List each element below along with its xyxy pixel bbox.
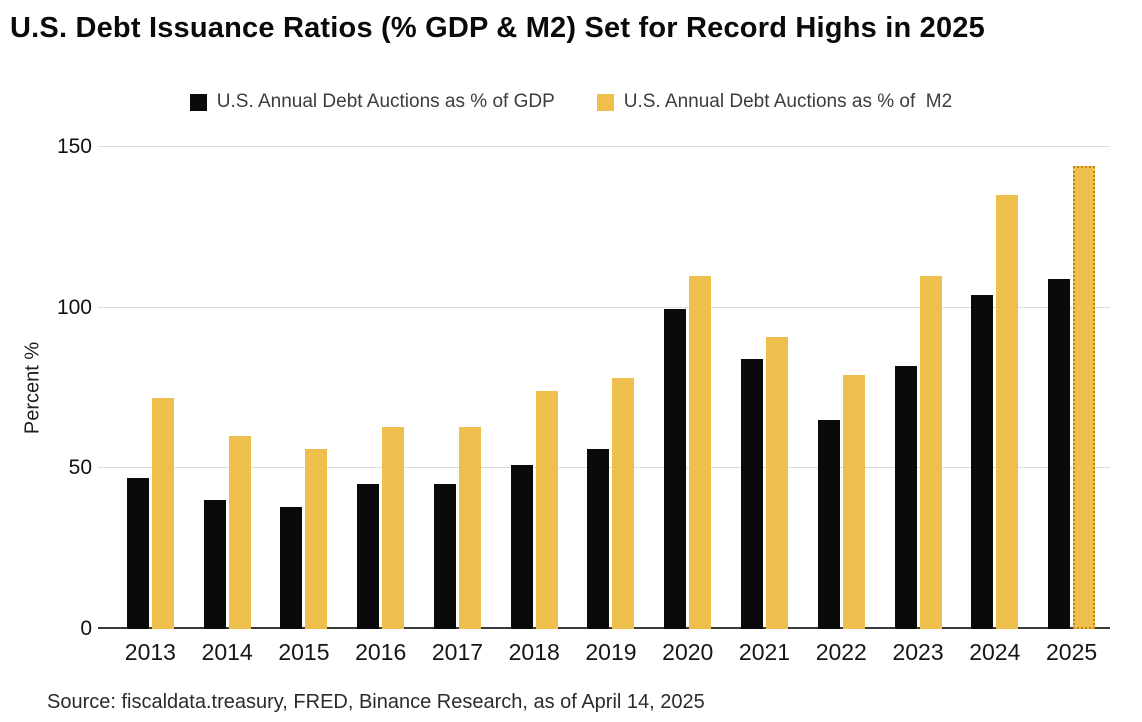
bar-gdp-2022 <box>817 420 840 629</box>
bar-gdp-2020 <box>664 309 687 629</box>
gridline-150 <box>98 146 1110 147</box>
bar-m2-2013 <box>151 397 174 629</box>
y-tick-label-100: 100 <box>56 295 92 319</box>
x-axis-label-2015: 2015 <box>278 639 330 665</box>
bar-m2-2023 <box>919 275 942 629</box>
y-axis-ticks: 0 50 100 150 <box>0 135 98 640</box>
bar-group-2021 <box>726 147 803 629</box>
bar-gdp-2016 <box>357 484 380 629</box>
x-axis-label-2020: 2020 <box>662 639 714 665</box>
source-note: Source: fiscaldata.treasury, FRED, Binan… <box>47 691 705 713</box>
bar-m2-2017 <box>458 426 481 629</box>
x-axis-label-2013: 2013 <box>124 639 176 665</box>
x-axis-label-2014: 2014 <box>201 639 253 665</box>
legend-label-m2: U.S. Annual Debt Auctions as % of M2 <box>623 91 953 112</box>
bar-gdp-2023 <box>894 365 917 629</box>
legend: U.S. Annual Debt Auctions as % of GDP U.… <box>0 91 1142 113</box>
x-axis-label-2016: 2016 <box>355 639 407 665</box>
bar-m2-2022 <box>842 375 865 629</box>
x-axis-label-2022: 2022 <box>815 639 867 665</box>
bar-group-2024 <box>956 147 1033 629</box>
bar-gdp-2021 <box>741 359 763 629</box>
bar-group-2018 <box>496 147 573 629</box>
bar-group-2013 <box>112 147 189 629</box>
y-tick-label-0: 0 <box>80 617 92 640</box>
bar-m2-2024 <box>996 195 1019 629</box>
bar-m2-2019 <box>612 378 635 629</box>
bar-m2-2014 <box>228 436 251 629</box>
bar-gdp-2018 <box>510 465 533 629</box>
legend-swatch-m2 <box>596 93 614 111</box>
bar-group-2015 <box>266 147 343 629</box>
bars-container <box>112 147 1110 629</box>
x-axis-label-2025: 2025 <box>1045 639 1098 665</box>
legend-swatch-gdp <box>189 93 207 111</box>
bar-m2-2021 <box>766 336 788 629</box>
bar-gdp-2015 <box>280 506 303 629</box>
bar-gdp-2024 <box>971 294 994 629</box>
bar-group-2025 <box>1033 147 1110 629</box>
legend-item-gdp: U.S. Annual Debt Auctions as % of GDP <box>189 91 555 113</box>
bar-group-2020 <box>649 147 726 629</box>
bar-group-2016 <box>342 147 419 629</box>
bar-group-2022 <box>803 147 880 629</box>
bar-group-2017 <box>419 147 496 629</box>
bar-m2-2020 <box>689 275 712 629</box>
bar-m2-2018 <box>535 391 558 629</box>
bar-m2-2015 <box>305 449 328 629</box>
gridline-100 <box>98 306 1110 308</box>
x-axis-label-2019: 2019 <box>585 639 637 665</box>
legend-item-m2: U.S. Annual Debt Auctions as % of M2 <box>596 91 953 113</box>
bar-gdp-2019 <box>587 449 610 629</box>
x-axis-label-2024: 2024 <box>969 639 1021 665</box>
x-axis-label-2023: 2023 <box>892 639 944 665</box>
x-axis-label-2017: 2017 <box>431 639 484 665</box>
y-tick-label-150: 150 <box>56 135 92 158</box>
bar-m2-2025-projected <box>1073 166 1096 629</box>
bar-gdp-2013 <box>126 477 149 629</box>
bar-group-2019 <box>573 147 650 629</box>
x-axis-label-2018: 2018 <box>508 639 560 665</box>
bar-group-2023 <box>880 147 957 629</box>
x-axis-labels: 2013 2014 2015 2016 2017 2018 2019 2020 2021 2022… <box>112 639 1110 666</box>
legend-label-gdp: U.S. Annual Debt Auctions as % of GDP <box>216 91 555 112</box>
x-axis-label-2021: 2021 <box>738 639 791 665</box>
bar-group-2014 <box>189 147 266 629</box>
bar-m2-2016 <box>382 426 405 629</box>
bar-gdp-2017 <box>433 484 456 629</box>
chart-title: U.S. Debt Issuance Ratios (% GDP & M2) S… <box>10 12 985 44</box>
y-tick-label-50: 50 <box>68 456 92 480</box>
plot-area <box>98 146 1110 629</box>
bar-gdp-2025-projected <box>1048 278 1071 629</box>
bar-gdp-2014 <box>203 500 226 629</box>
